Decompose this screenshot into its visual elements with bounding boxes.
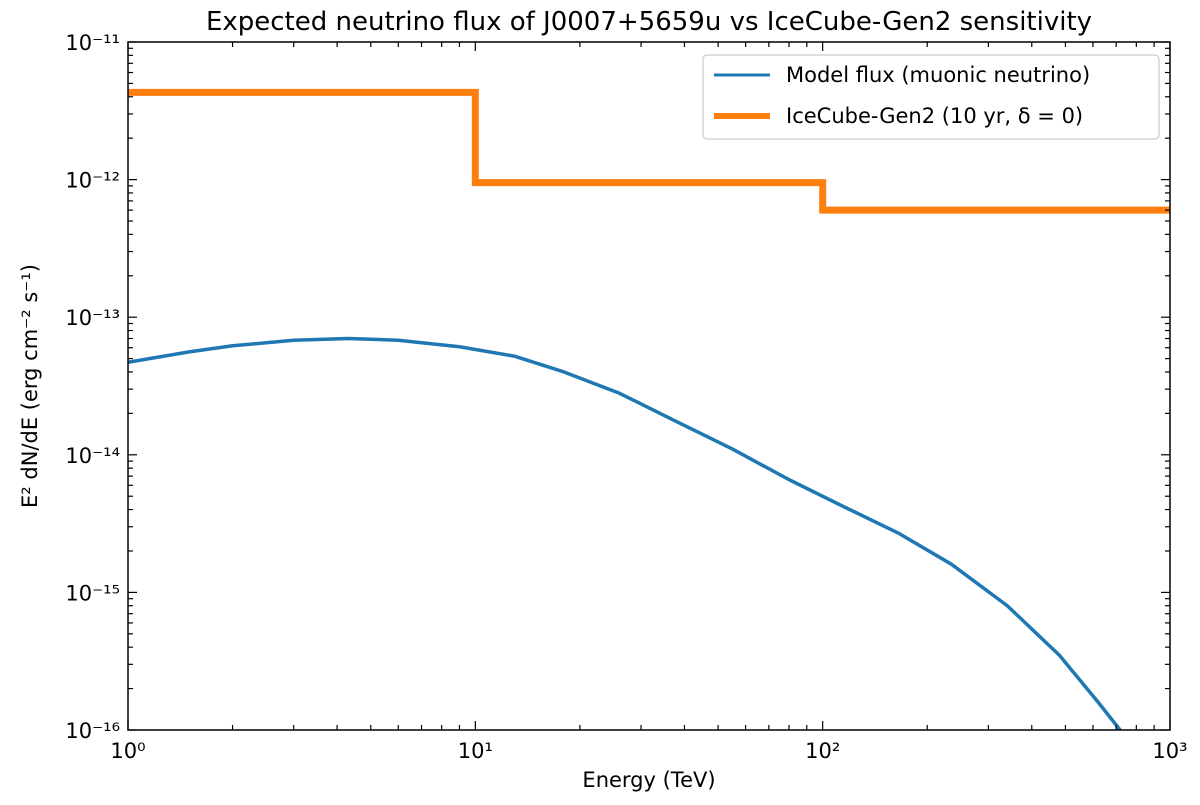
x-tick-label: 10² (805, 739, 840, 763)
y-tick-label: 10⁻¹² (65, 169, 120, 193)
series-layer (128, 88, 1170, 730)
x-tick-label: 10³ (1152, 739, 1187, 763)
legend-label-model-flux: Model flux (muonic neutrino) (786, 63, 1090, 87)
y-tick-label: 10⁻¹⁴ (65, 444, 120, 468)
legend: Model flux (muonic neutrino) IceCube-Gen… (702, 54, 1160, 140)
y-tick-label: 10⁻¹¹ (65, 31, 120, 55)
x-tick-label: 10¹ (458, 739, 493, 763)
chart-title: Expected neutrino flux of J0007+5659u vs… (206, 7, 1092, 37)
ticks-layer: 10⁰ 10¹ 10² 10³ 10⁻¹⁶ 10⁻¹⁵ 10⁻¹⁴ 10⁻¹³ 10⁻¹² 10⁻… (65, 31, 1187, 763)
x-axis-label: Energy (TeV) (582, 768, 715, 792)
x-tick-label: 10⁰ (110, 739, 145, 763)
y-tick-label: 10⁻¹³ (65, 306, 120, 330)
plot-frame (127, 41, 1171, 731)
legend-label-icecube-gen2: IceCube-Gen2 (10 yr, δ = 0) (786, 104, 1083, 128)
legend-box (702, 54, 1160, 140)
y-tick-label: 10⁻¹⁵ (65, 581, 120, 605)
y-tick-label: 10⁻¹⁶ (65, 719, 120, 743)
y-axis-label: E² dN/dE (erg cm⁻² s⁻¹) (18, 264, 42, 508)
series-line-icecube-gen2 (128, 88, 1170, 214)
series-line-model-flux (128, 336, 1123, 730)
plot-area (128, 42, 1170, 730)
